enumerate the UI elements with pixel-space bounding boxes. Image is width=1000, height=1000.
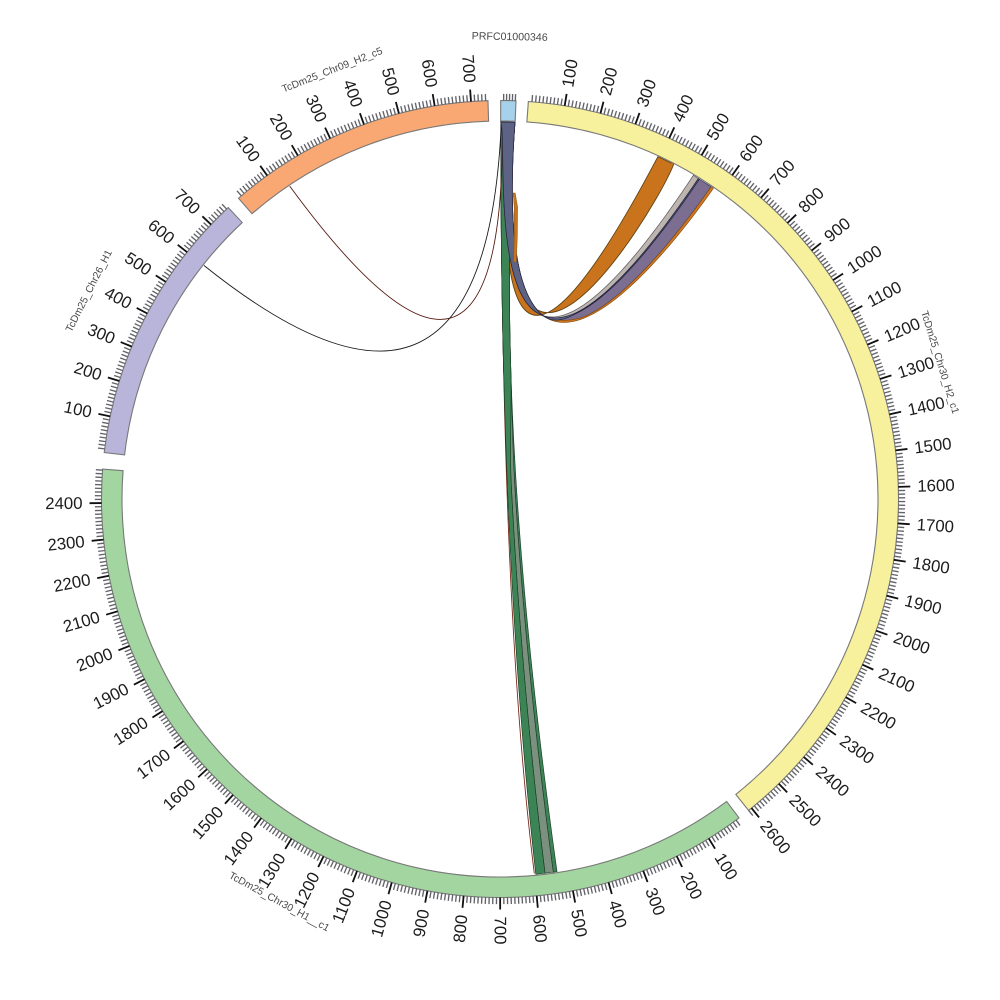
svg-text:700: 700 [491, 916, 510, 944]
svg-text:1600: 1600 [917, 476, 955, 496]
svg-text:900: 900 [409, 908, 433, 939]
svg-text:PRFC01000346: PRFC01000346 [472, 30, 548, 44]
svg-text:100: 100 [558, 58, 581, 89]
svg-text:800: 800 [450, 914, 471, 944]
svg-text:2300: 2300 [47, 532, 86, 555]
svg-text:700: 700 [458, 54, 479, 83]
svg-text:600: 600 [529, 914, 550, 944]
svg-text:500: 500 [567, 908, 591, 939]
svg-text:2400: 2400 [45, 494, 83, 513]
svg-text:600: 600 [418, 58, 441, 89]
svg-text:1700: 1700 [916, 515, 954, 536]
svg-text:1500: 1500 [913, 434, 952, 457]
